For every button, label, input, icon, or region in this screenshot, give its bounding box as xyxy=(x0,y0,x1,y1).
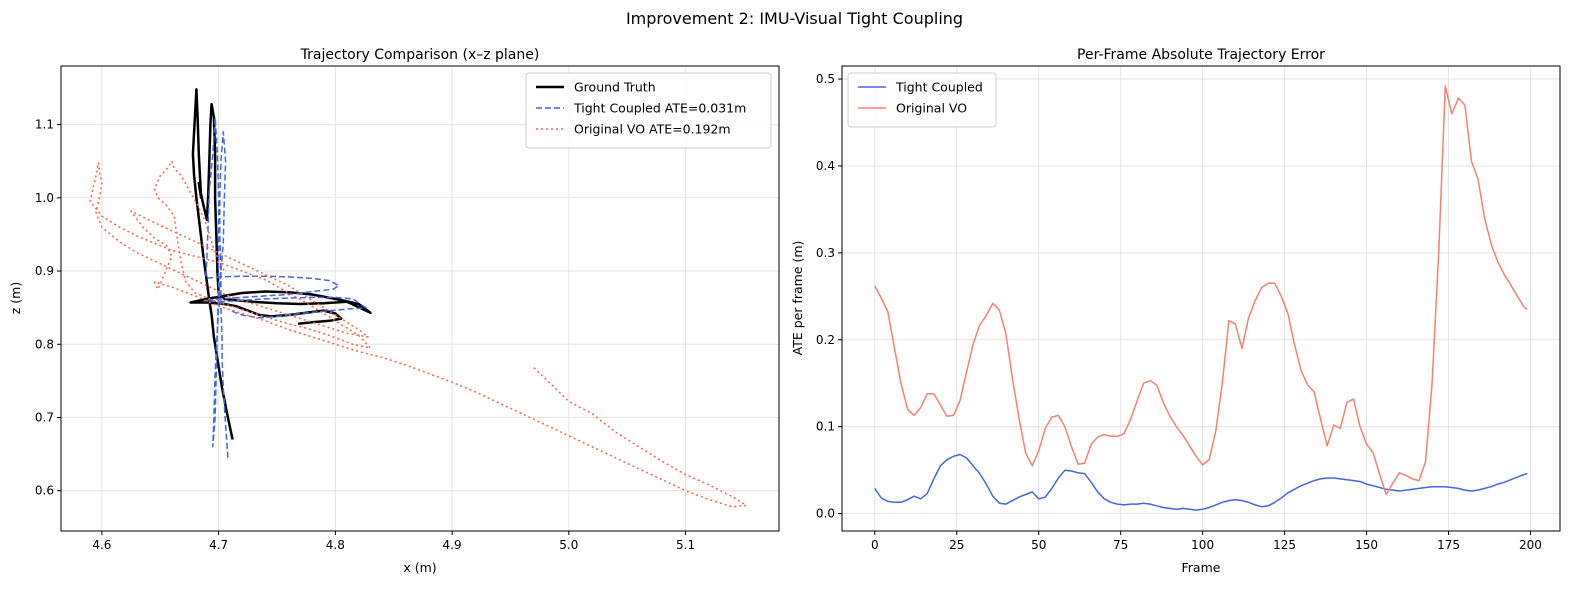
trajectory-chart: 4.6 4.7 4.8 4.9 5.0 5.1 0.6 0.7 0.8 0.9 1.0 1.1 Tr… xyxy=(8,47,780,575)
y-tick-label: 0.1 xyxy=(816,420,835,434)
legend: Tight Coupled Original VO xyxy=(847,72,997,128)
x-tick-label: 4.8 xyxy=(326,538,345,552)
x-ticks: 4.6 4.7 4.8 4.9 5.0 5.1 xyxy=(92,531,695,552)
legend: Ground Truth Tight Coupled ATE=0.031m Orig… xyxy=(525,72,772,149)
legend-label: Original VO ATE=0.192m xyxy=(574,122,731,137)
grid-lines xyxy=(842,66,1560,531)
x-tick-label: 175 xyxy=(1437,538,1460,552)
y-tick-label: 0.5 xyxy=(816,72,835,86)
legend-label: Tight Coupled xyxy=(895,80,983,95)
y-ticks: 0.0 0.1 0.2 0.3 0.4 0.5 xyxy=(816,72,842,521)
series-line xyxy=(874,453,1528,511)
chart-title: Per-Frame Absolute Trajectory Error xyxy=(1077,47,1325,63)
y-axis-label: z (m) xyxy=(8,282,23,314)
x-tick-label: 4.6 xyxy=(92,538,111,552)
y-tick-label: 0.7 xyxy=(35,410,54,424)
axes-frame xyxy=(841,65,1561,532)
x-axis-label: Frame xyxy=(1182,560,1221,575)
plot-lines xyxy=(874,85,1528,511)
y-tick-label: 0.9 xyxy=(35,264,54,278)
series-line xyxy=(205,116,367,458)
x-tick-label: 4.9 xyxy=(443,538,462,552)
y-tick-label: 0.0 xyxy=(816,507,835,521)
axes-frame xyxy=(60,65,780,532)
x-tick-label: 4.7 xyxy=(209,538,228,552)
y-ticks: 0.6 0.7 0.8 0.9 1.0 1.1 xyxy=(35,118,61,498)
x-tick-label: 125 xyxy=(1273,538,1296,552)
legend-label: Ground Truth xyxy=(574,80,656,95)
x-ticks: 0 25 50 75 100 125 150 175 200 xyxy=(871,531,1542,552)
x-tick-label: 100 xyxy=(1191,538,1214,552)
x-tick-label: 75 xyxy=(1113,538,1128,552)
x-axis-label: x (m) xyxy=(403,560,436,575)
x-tick-label: 25 xyxy=(949,538,964,552)
figure-title: Improvement 2: IMU-Visual Tight Coupling xyxy=(626,9,963,28)
y-tick-label: 0.3 xyxy=(816,246,835,260)
y-tick-label: 0.4 xyxy=(816,159,835,173)
legend-label: Tight Coupled ATE=0.031m xyxy=(573,101,746,116)
x-tick-label: 200 xyxy=(1519,538,1542,552)
y-tick-label: 1.0 xyxy=(35,191,54,205)
x-tick-label: 50 xyxy=(1031,538,1046,552)
x-tick-label: 0 xyxy=(871,538,879,552)
y-tick-label: 1.1 xyxy=(35,118,54,132)
x-tick-label: 150 xyxy=(1355,538,1378,552)
ate-chart: 0 25 50 75 100 125 150 175 200 0.00.10.20.30.40.… xyxy=(790,47,1561,575)
y-tick-label: 0.2 xyxy=(816,333,835,347)
plot-lines xyxy=(89,88,748,508)
series-line xyxy=(874,85,1528,496)
x-tick-label: 5.0 xyxy=(559,538,578,552)
y-axis-label: ATE per frame (m) xyxy=(790,241,805,356)
series-line xyxy=(89,160,748,508)
y-tick-label: 0.8 xyxy=(35,337,54,351)
legend-label: Original VO xyxy=(896,101,967,116)
x-tick-label: 5.1 xyxy=(676,538,695,552)
legend-box xyxy=(525,72,772,149)
chart-title: Trajectory Comparison (x–z plane) xyxy=(300,47,540,63)
y-tick-label: 0.6 xyxy=(35,484,54,498)
